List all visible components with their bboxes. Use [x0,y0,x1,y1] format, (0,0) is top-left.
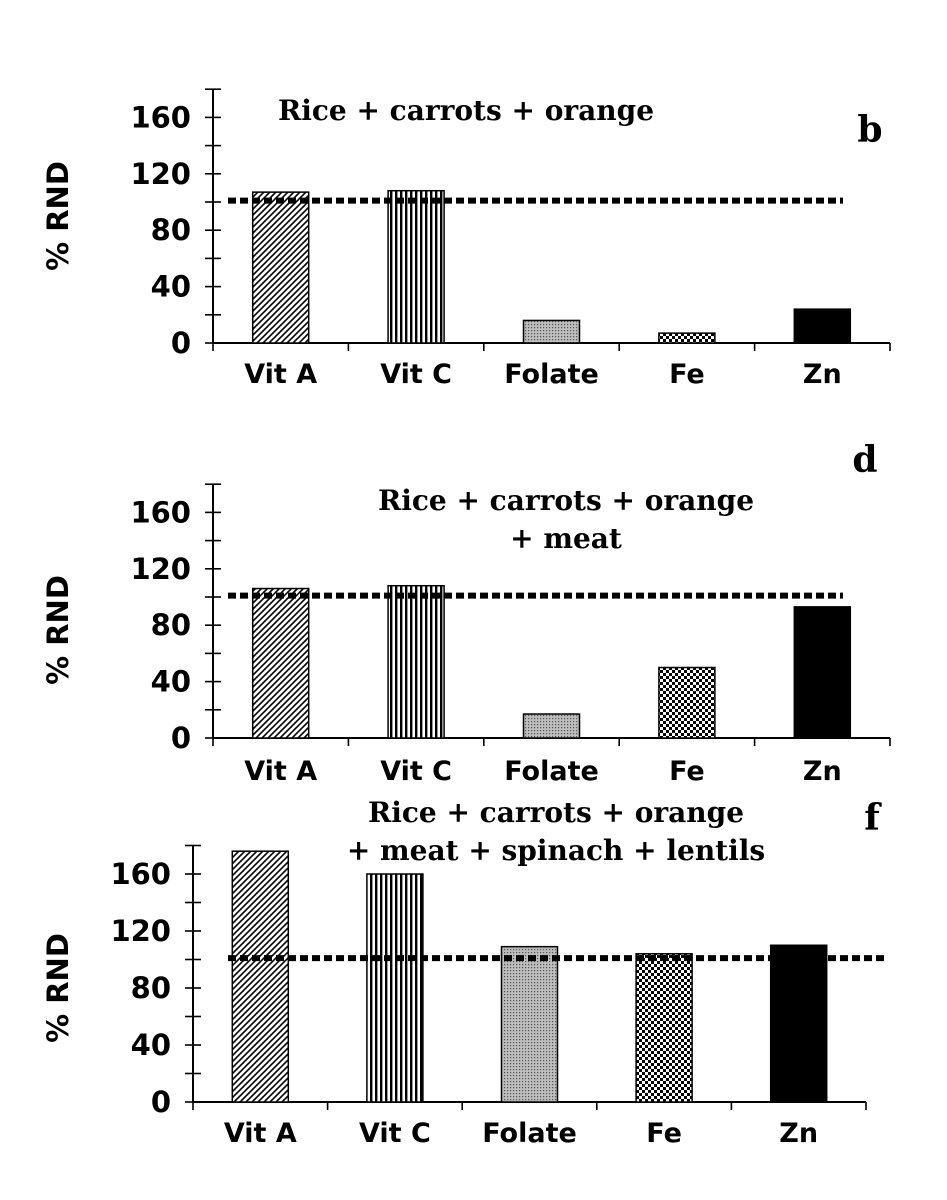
bar-fe [635,953,693,1103]
bar-vit-a [231,850,290,1103]
x-category-label: Vit C [380,756,452,787]
y-tick-label: 160 [130,495,191,529]
y-tick-label: 40 [131,1028,171,1062]
chart-title-line: Rice + carrots + orange [368,796,744,829]
x-category-label: Folate [504,756,599,787]
bar-vit-c [366,873,424,1103]
y-tick-label: 0 [151,1085,171,1119]
x-category-label: Zn [779,1118,818,1149]
x-category-label: Fe [669,756,705,787]
panel-letter: b [857,109,882,151]
y-tick-label: 80 [151,608,191,642]
x-category-label: Vit C [380,359,452,390]
x-category-label: Folate [504,359,599,390]
panel-letter: f [864,797,882,839]
y-tick-label: 80 [131,971,171,1005]
x-category-label: Zn [803,756,842,787]
bar-vit-a [251,191,310,344]
y-tick-label: 120 [130,157,191,191]
bar-zn [793,308,852,344]
bar-fe [658,666,716,739]
bar-vit-c [387,584,445,739]
x-category-label: Vit A [244,359,317,390]
x-category-label: Vit A [224,1118,297,1149]
bar-zn [793,606,852,739]
x-category-label: Zn [803,359,842,390]
bar-chart-b: 0 40 80 120 160 Vit A Vit C Folate Fe Zn % RND Rice… [41,88,891,390]
bar-chart-d: 0 40 80 120 160 Vit A Vit C Folate Fe Zn % RND Rice… [41,439,891,787]
bar-folate [522,713,581,739]
y-axis-label: % RND [41,575,75,685]
y-tick-label: 80 [151,213,191,247]
bar-zn [769,944,828,1103]
y-tick-label: 0 [171,326,191,360]
y-tick-label: 120 [110,914,171,948]
y-tick-label: 40 [151,270,191,304]
x-category-label: Fe [646,1118,682,1149]
panel-letter: d [852,439,877,481]
y-tick-label: 0 [171,721,191,755]
chart-title-line: Rice + carrots + orange [278,94,654,127]
chart-title-line: + meat + spinach + lentils [347,834,765,867]
chart-title-line: Rice + carrots + orange [378,484,754,517]
y-axis-label: % RND [41,933,75,1043]
bar-folate [522,319,581,344]
y-tick-label: 160 [110,857,171,891]
x-category-label: Vit C [359,1118,431,1149]
x-category-label: Fe [669,359,705,390]
bar-vit-a [251,587,310,739]
bar-vit-c [387,189,445,344]
x-category-label: Folate [482,1118,577,1149]
bar-chart-f: 0 40 80 120 160 Vit A Vit C Folate Fe Zn % RND Rice… [41,796,885,1149]
chart-panel-f: 0 40 80 120 160 Vit A Vit C Folate Fe Zn % RND Rice… [0,790,947,1190]
y-tick-label: 120 [130,552,191,586]
y-tick-label: 160 [130,100,191,134]
y-axis-label: % RND [41,161,75,271]
y-tick-label: 40 [151,665,191,699]
chart-panel-b: 0 40 80 120 160 Vit A Vit C Folate Fe Zn % RND Rice… [0,0,947,400]
bar-fe [658,332,716,344]
chart-title-line: + meat [510,522,622,555]
bar-folate [500,945,559,1103]
chart-panel-d: 0 40 80 120 160 Vit A Vit C Folate Fe Zn % RND Rice… [0,400,947,800]
x-category-label: Vit A [244,756,317,787]
